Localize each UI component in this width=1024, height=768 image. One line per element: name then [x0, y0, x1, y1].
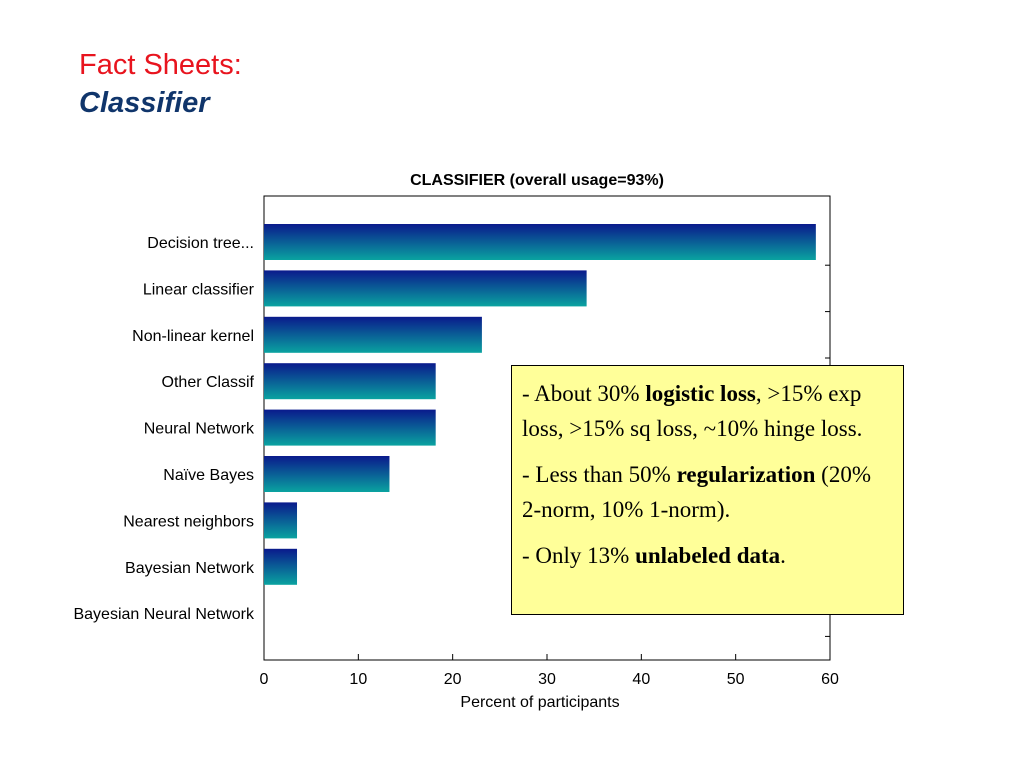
callout-point-unlabeled: - Only 13% unlabeled data.	[522, 543, 786, 568]
x-tick-label: 30	[538, 671, 556, 688]
x-axis-label: Percent of participants	[460, 694, 619, 711]
callout-box: - About 30% logistic loss, >15% exp loss…	[511, 365, 904, 615]
x-axis-ticks: 0 10 20 30 40 50 60	[260, 654, 839, 688]
callout-point-regularization: - Less than 50% regularization (20% 2-no…	[522, 462, 871, 522]
category-label-na-ve-bayes: Naïve Bayes	[163, 467, 254, 484]
x-tick-label: 50	[727, 671, 745, 688]
category-label-linear-classifier: Linear classifier	[143, 281, 255, 298]
category-label-other-classif: Other Classif	[162, 374, 255, 391]
x-tick-label: 60	[821, 671, 839, 688]
bar-nearest-neighbors	[264, 502, 298, 539]
chart-title: CLASSIFIER (overall usage=93%)	[410, 172, 664, 189]
category-labels: Decision tree... Linear classifier Non-lin…	[73, 235, 255, 623]
slide-title-line2: Classifier	[79, 87, 210, 119]
category-label-nearest-neighbors: Nearest neighbors	[123, 513, 254, 530]
bars-layer	[264, 224, 830, 637]
x-tick-label: 10	[349, 671, 367, 688]
category-label-non-linear-kernel: Non-linear kernel	[132, 328, 254, 345]
bar-na-ve-bayes	[264, 456, 390, 492]
category-label-bayesian-network: Bayesian Network	[125, 560, 255, 577]
bar-neural-network	[264, 409, 436, 446]
bar-bayesian-network	[264, 548, 298, 585]
category-label-neural-network: Neural Network	[144, 421, 255, 438]
bar-other-classif	[264, 363, 436, 400]
bar-non-linear-kernel	[264, 316, 482, 353]
bar-decision-tree	[264, 224, 816, 260]
category-label-bayesian-neural-network: Bayesian Neural Network	[73, 606, 255, 623]
slide-title: Fact Sheets: Classifier	[79, 46, 242, 122]
x-tick-label: 20	[444, 671, 462, 688]
slide-title-line1: Fact Sheets:	[79, 49, 242, 81]
bar-linear-classifier	[264, 270, 587, 307]
category-label-decision-tree: Decision tree...	[147, 235, 254, 252]
callout-point-loss: - About 30% logistic loss, >15% exp loss…	[522, 381, 863, 441]
x-tick-label: 40	[632, 671, 650, 688]
x-tick-label: 0	[260, 671, 269, 688]
